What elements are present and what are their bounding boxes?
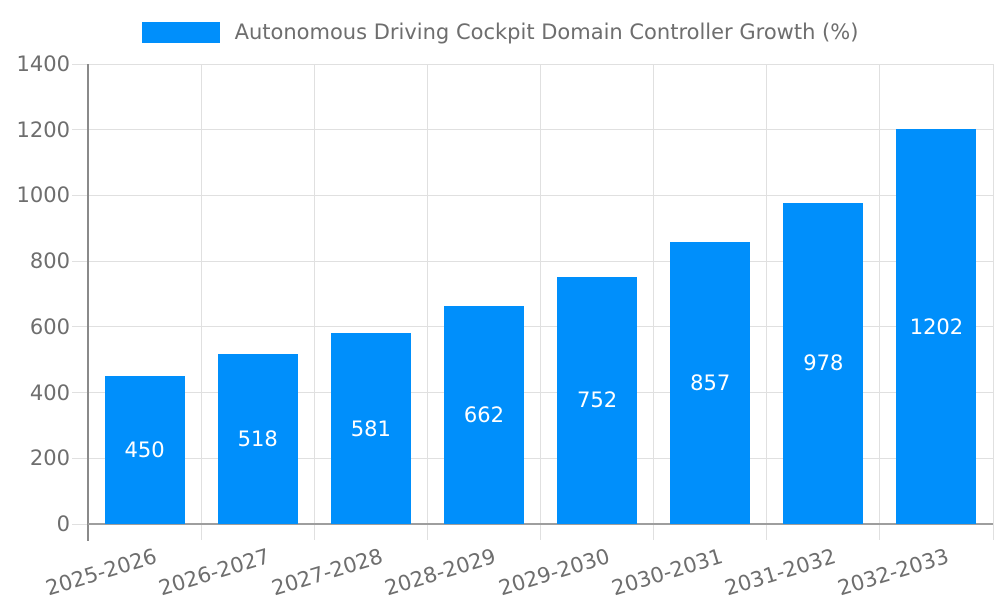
x-gridline — [879, 64, 881, 524]
x-axis-tick — [426, 524, 428, 540]
y-tick-label: 200 — [29, 446, 70, 471]
bar-value-label: 752 — [577, 388, 618, 413]
y-tick-label: 400 — [29, 380, 70, 405]
x-gridline — [766, 64, 768, 524]
y-axis-tick — [72, 326, 88, 328]
x-axis-tick — [992, 524, 994, 540]
x-axis-tick — [766, 524, 768, 540]
bar[interactable] — [783, 202, 864, 524]
x-tick-label: 2025-2026 — [43, 544, 160, 600]
y-axis-tick — [72, 392, 88, 394]
bar[interactable] — [557, 276, 638, 524]
x-tick-label: 2026-2027 — [156, 544, 273, 600]
x-gridline — [992, 64, 994, 524]
bar[interactable] — [104, 376, 185, 524]
y-axis-tick — [72, 194, 88, 196]
x-gridline — [540, 64, 541, 524]
x-gridline — [200, 64, 202, 524]
y-axis-tick — [72, 260, 88, 262]
x-tick-label: 2031-2032 — [721, 544, 839, 600]
x-tick-label: 2030-2031 — [608, 544, 726, 600]
x-axis-tick — [653, 524, 655, 540]
y-axis-tick — [72, 457, 88, 459]
x-axis-tick — [540, 524, 541, 540]
y-axis-tick — [72, 63, 88, 65]
bar[interactable] — [330, 333, 411, 524]
bar-value-label: 857 — [690, 371, 731, 396]
x-axis-line — [88, 523, 993, 525]
x-gridline — [313, 64, 315, 524]
bar-value-label: 581 — [350, 416, 391, 441]
chart-legend[interactable]: Autonomous Driving Cockpit Domain Contro… — [0, 20, 1000, 44]
y-axis-tick — [72, 523, 88, 525]
x-tick-label: 2027-2028 — [269, 544, 386, 600]
x-tick-label: 2029-2030 — [495, 544, 613, 600]
x-axis-tick — [200, 524, 202, 540]
y-axis-tick — [72, 129, 88, 131]
x-axis-tick — [879, 524, 881, 540]
y-tick-label: 600 — [29, 314, 70, 339]
bar[interactable] — [443, 306, 524, 524]
bar[interactable] — [896, 129, 977, 524]
y-tick-label: 1400 — [16, 52, 70, 76]
y-tick-label: 1000 — [16, 183, 70, 208]
bar[interactable] — [217, 353, 298, 524]
y-axis-line — [87, 64, 89, 541]
y-tick-label: 1200 — [16, 117, 70, 142]
legend-swatch — [141, 21, 220, 43]
x-gridline — [653, 64, 655, 524]
x-tick-label: 2032-2033 — [834, 544, 952, 600]
bar-value-label: 450 — [124, 438, 165, 463]
y-tick-label: 800 — [29, 249, 70, 274]
legend-label: Autonomous Driving Cockpit Domain Contro… — [234, 20, 859, 44]
bar-value-label: 662 — [463, 403, 504, 428]
x-axis-tick — [313, 524, 315, 540]
bar-value-label: 978 — [803, 351, 844, 376]
bar-value-label: 1202 — [909, 314, 964, 339]
y-tick-label: 0 — [56, 512, 70, 536]
bar[interactable] — [670, 242, 751, 524]
x-gridline — [426, 64, 428, 524]
bar-value-label: 518 — [237, 426, 278, 451]
x-tick-label: 2028-2029 — [382, 544, 499, 600]
